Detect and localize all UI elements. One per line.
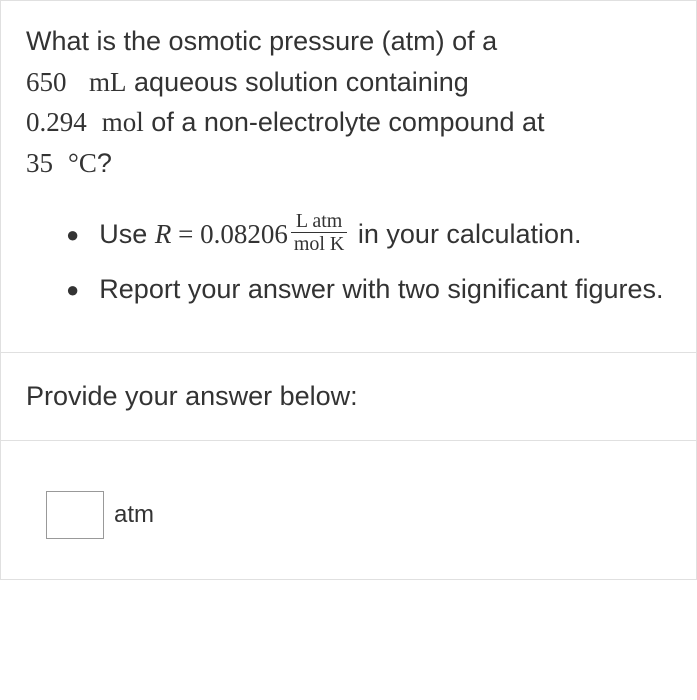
volume-unit: mL (89, 67, 127, 97)
question-text: What is the osmotic pressure (atm) of a … (26, 21, 671, 183)
bullet-content-1: Use R = 0.08206L atmmol K in your calcul… (99, 213, 671, 258)
fraction-unit: L atmmol K (291, 210, 348, 255)
prompt-section: Provide your answer below: (1, 353, 696, 441)
prompt-text: Provide your answer below: (26, 381, 358, 411)
bullet1-text-a: Use (99, 219, 155, 249)
bullet-dot-icon: ● (66, 217, 79, 252)
fraction-numerator: L atm (291, 210, 348, 233)
gas-constant-var: R (155, 219, 172, 249)
question-container: What is the osmotic pressure (atm) of a … (0, 0, 697, 580)
question-line2b: of a non-electrolyte compound at (151, 107, 544, 137)
question-line1b: aqueous solution containing (134, 67, 469, 97)
moles-unit: mol (102, 107, 144, 137)
answer-row: atm (46, 491, 651, 539)
volume-value: 650 (26, 67, 67, 97)
fraction-denominator: mol K (291, 233, 348, 255)
bullet1-text-b: in your calculation. (358, 219, 582, 249)
temperature-unit: °C (68, 148, 97, 178)
bullet-item-1: ● Use R = 0.08206L atmmol K in your calc… (66, 213, 671, 258)
question-line1a: What is the osmotic pressure (atm) of a (26, 26, 497, 56)
answer-section: atm (1, 441, 696, 579)
bullet-list: ● Use R = 0.08206L atmmol K in your calc… (26, 213, 671, 312)
bullet-item-2: ● Report your answer with two significan… (66, 268, 671, 311)
bullet-content-2: Report your answer with two significant … (99, 268, 671, 311)
equals-sign: = (171, 219, 200, 249)
question-mark: ? (97, 148, 112, 178)
bullet-dot-icon: ● (66, 272, 79, 307)
answer-input[interactable] (46, 491, 104, 539)
question-section: What is the osmotic pressure (atm) of a … (1, 1, 696, 353)
answer-unit-label: atm (114, 501, 154, 529)
gas-constant-value: 0.08206 (200, 219, 288, 249)
temperature-value: 35 (26, 148, 53, 178)
moles-value: 0.294 (26, 107, 87, 137)
